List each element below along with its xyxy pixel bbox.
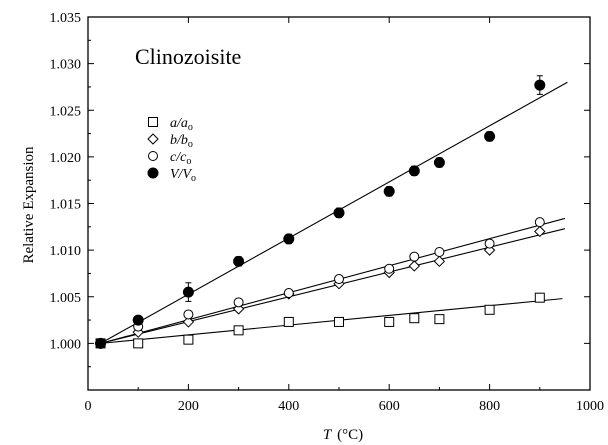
data-point [183, 309, 194, 320]
data-point [434, 246, 445, 257]
legend-label: b/bo [170, 133, 193, 150]
legend-marker [148, 151, 158, 161]
data-point [484, 238, 495, 249]
legend: a/aob/boc/coV/Vo [147, 116, 196, 184]
data-point [333, 207, 345, 219]
data-point [334, 274, 344, 285]
data-point [408, 260, 421, 272]
data-point [233, 325, 244, 336]
legend-label: c/co [170, 150, 191, 167]
series-V-Vo [95, 75, 546, 349]
y-axis-label: Relative Expansion [21, 146, 37, 264]
series-b-bo [94, 225, 546, 350]
y-tick-label: 1.030 [50, 58, 82, 73]
data-point [534, 225, 546, 238]
data-point [409, 313, 420, 324]
legend-label: a/ao [170, 116, 193, 133]
data-point [534, 79, 546, 91]
y-tick-label: 1.020 [50, 151, 82, 166]
y-tick-label: 1.005 [50, 291, 82, 306]
data-point [484, 130, 496, 142]
data-point [384, 263, 395, 274]
x-tick-label: 1000 [576, 399, 604, 414]
x-tick-label: 400 [278, 399, 299, 414]
data-point [95, 337, 107, 349]
data-point [182, 316, 195, 328]
fit-line [100, 228, 566, 344]
data-point [409, 251, 420, 262]
chart-title: Clinozoisite [135, 44, 241, 69]
x-tick-label: 800 [479, 399, 500, 414]
x-tick-label: 0 [85, 399, 92, 414]
data-point [182, 286, 194, 298]
data-point [384, 316, 395, 327]
data-point [408, 165, 420, 177]
data-point [183, 334, 194, 345]
data-point [233, 297, 244, 308]
data-point [534, 292, 545, 303]
y-tick-label: 1.035 [50, 11, 82, 26]
data-point [334, 316, 344, 327]
data-point [383, 185, 395, 197]
legend-marker [147, 133, 159, 145]
x-axis-variable: T [323, 427, 333, 443]
y-tick-label: 1.010 [50, 244, 82, 259]
data-point [283, 316, 294, 327]
data-points [94, 75, 546, 350]
legend-marker [148, 117, 158, 127]
y-tick-label: 1.025 [50, 104, 82, 119]
x-tick-label: 600 [379, 399, 400, 414]
data-point [434, 314, 445, 325]
axes: 0 200 400 600 800 1000 1.000 1.005 1.010 1.015 1.0… [50, 11, 605, 414]
fit-line [100, 217, 566, 344]
data-point [133, 338, 144, 349]
y-tick-label: 1.000 [50, 337, 82, 352]
x-axis-unit: (°C) [337, 427, 363, 443]
data-point [433, 156, 445, 168]
data-point [534, 217, 545, 228]
y-tick-label: 1.015 [50, 198, 82, 213]
data-point [233, 255, 245, 267]
x-tick-label: 200 [178, 399, 199, 414]
plot-frame [87, 16, 591, 391]
legend-label: V/Vo [170, 167, 196, 184]
data-point [433, 255, 446, 268]
data-point [283, 233, 295, 245]
data-point [283, 288, 294, 299]
data-point [484, 304, 495, 315]
legend-marker [147, 167, 159, 179]
data-point [132, 314, 144, 326]
series-a-ao [95, 292, 545, 349]
x-axis-label: T (°C) [323, 427, 363, 443]
